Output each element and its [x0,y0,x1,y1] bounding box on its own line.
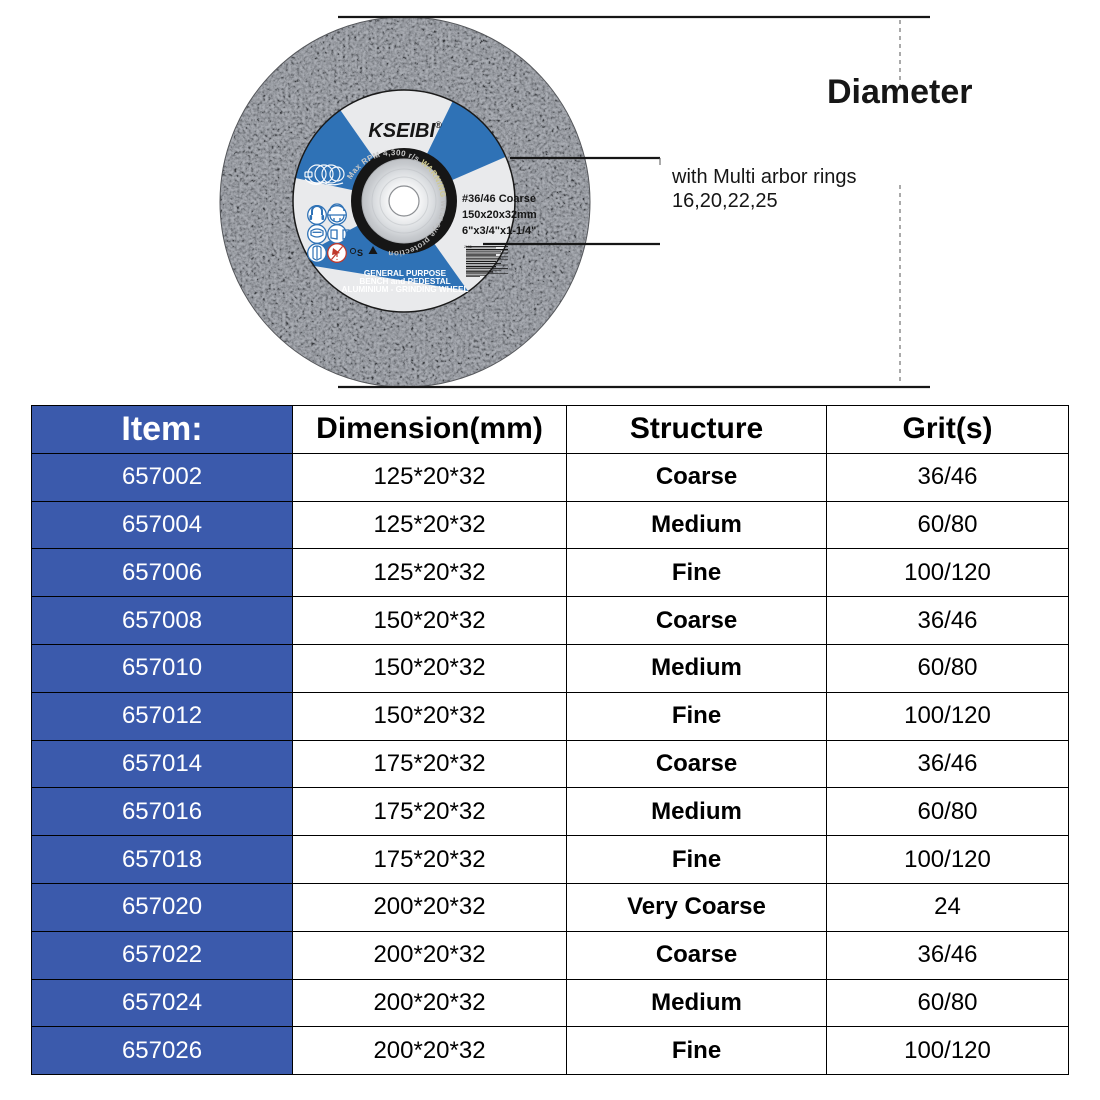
svg-text:16,20,22,25: 16,20,22,25 [672,190,778,212]
svg-text:2189: 2189 [464,245,472,249]
svg-text:#36/46 Coarse: #36/46 Coarse [462,193,536,205]
svg-text:ALUMINIUM - GRINDING WHEEL: ALUMINIUM - GRINDING WHEEL [342,285,469,294]
svg-text:6"x3/4"x1-1/4": 6"x3/4"x1-1/4" [462,225,536,237]
svg-text:KSEIBI®: KSEIBI® [368,120,442,142]
svg-text:S: S [357,248,363,258]
svg-text:150x20x32mm: 150x20x32mm [462,209,537,221]
svg-text:with Multi arbor rings: with Multi arbor rings [671,166,857,188]
svg-text:Diameter: Diameter [827,73,973,111]
